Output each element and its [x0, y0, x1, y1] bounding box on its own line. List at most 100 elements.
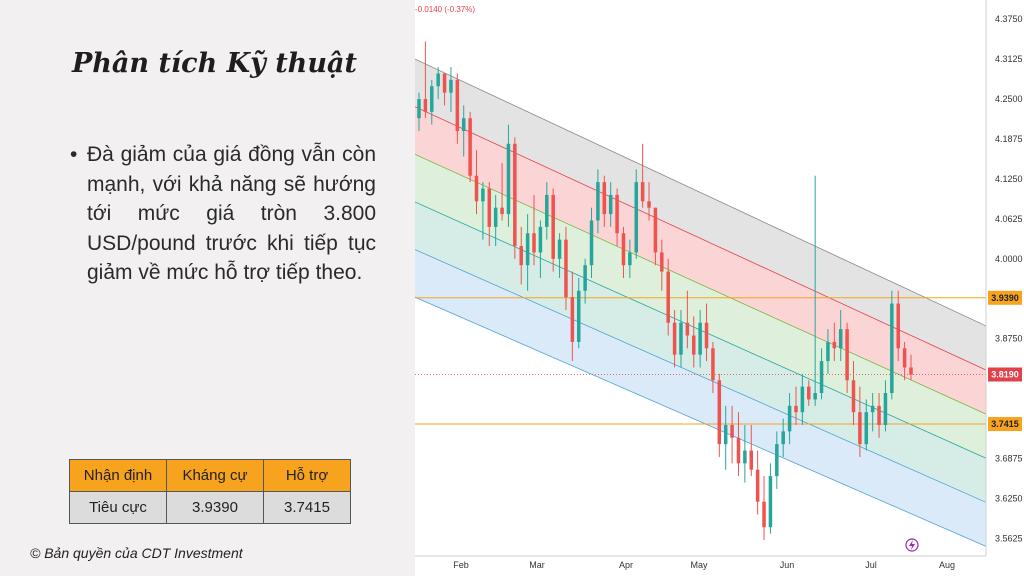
lightning-icon[interactable] [905, 538, 919, 552]
price-tick-label: 3.8750 [995, 334, 1023, 344]
candle-body [851, 380, 856, 413]
candle-body [532, 233, 536, 253]
candle-body [436, 73, 440, 87]
candle-body [736, 437, 741, 464]
channel-line [415, 249, 987, 503]
candle-body [500, 207, 504, 215]
header-support: Hỗ trợ [263, 459, 351, 492]
candle-body [768, 476, 773, 528]
time-tick-label: Jun [780, 560, 795, 570]
price-tick-label: 4.2500 [995, 94, 1023, 104]
candle-body [672, 322, 677, 355]
candle-body [538, 226, 543, 253]
candle-body [660, 252, 664, 272]
candle-body [513, 143, 517, 247]
time-tick-label: Mar [529, 560, 545, 570]
candle-body [647, 201, 651, 208]
channel-band [415, 106, 986, 415]
candle-body [461, 118, 466, 132]
candle-body [493, 207, 498, 227]
summary-table: Nhận định Kháng cự Hỗ trợ Tiêu cực 3.939… [69, 459, 351, 524]
time-tick-label: May [690, 560, 708, 570]
support-value: 3.7415 [263, 491, 351, 524]
candle-body [787, 405, 792, 432]
time-tick-label: Feb [453, 560, 469, 570]
candle-body [417, 99, 421, 119]
price-tick-label: 4.3125 [995, 54, 1023, 64]
candle-body [794, 405, 798, 413]
summary-header-row: Nhận định Kháng cự Hỗ trợ [69, 459, 351, 492]
price-axis[interactable]: 4.3750 4.3125 4.2500 4.1875 4.1250 4.0625 4.00… [995, 14, 1023, 543]
candle-body [870, 405, 875, 413]
candle-body [711, 348, 715, 381]
price-tags: 3.9390 3.7415 3.8190 [988, 290, 1022, 432]
candle-body [666, 271, 670, 323]
candle-body [487, 188, 492, 227]
candle-body [474, 175, 479, 202]
candle-body [864, 412, 869, 445]
candle-body [564, 239, 568, 298]
bullet-dot-icon: • [70, 143, 78, 166]
chart-canvas[interactable]: 4.3750 4.3125 4.2500 4.1875 4.1250 4.0625 4.00… [415, 0, 1024, 576]
price-tag-box [988, 367, 1022, 382]
candle-body [896, 303, 900, 349]
candle-body [743, 450, 747, 464]
time-tick-label: Aug [939, 560, 955, 570]
candle-body [819, 361, 824, 394]
candle-body [698, 322, 702, 355]
price-tick-label: 4.1250 [995, 174, 1023, 184]
candle-body [704, 322, 709, 349]
candle-body [653, 207, 658, 253]
time-tick-label: Apr [619, 560, 633, 570]
candle-body [838, 329, 843, 349]
candle-body [519, 246, 523, 266]
candle-body [691, 335, 696, 355]
price-change-text: -0.0140 (-0.37%) [415, 5, 475, 14]
candle-body [877, 405, 881, 425]
candle-body [807, 386, 811, 400]
level-lines [415, 297, 986, 425]
channel-line [415, 58, 987, 327]
summary-value-row: Tiêu cực 3.9390 3.7415 [69, 491, 351, 524]
candle-body [525, 233, 530, 266]
text-panel: Phân tích Kỹ thuật • Đà giảm của giá đồn… [0, 0, 415, 576]
candle-body [902, 348, 907, 368]
candle-body [468, 118, 472, 176]
price-tag-box [988, 290, 1022, 305]
outlook-value: Tiêu cực [69, 491, 167, 524]
candle-body [608, 194, 613, 215]
candle-body [883, 393, 888, 425]
candle-body [749, 450, 754, 470]
candle-body [481, 188, 485, 202]
candle-body [909, 367, 913, 375]
candle-body [832, 341, 837, 349]
time-axis[interactable]: Feb Mar Apr May Jun Jul Aug [453, 560, 955, 570]
candle-body [634, 182, 639, 253]
candle-body [755, 469, 760, 502]
candle-body [640, 182, 645, 202]
candle-body [679, 322, 683, 355]
header-outlook: Nhận định [69, 459, 167, 492]
candle-body [442, 73, 447, 93]
candle-body [596, 182, 600, 221]
price-tag-label: 3.9390 [991, 293, 1019, 303]
channel-band [415, 154, 986, 459]
price-tag-label: 3.8190 [991, 370, 1019, 380]
slide-title: Phân tích Kỹ thuật [72, 48, 357, 79]
channel-line [415, 296, 987, 547]
candle-body [583, 265, 587, 291]
price-chart[interactable]: 4.3750 4.3125 4.2500 4.1875 4.1250 4.0625 4.00… [415, 0, 1024, 576]
analysis-text: Đà giảm của giá đồng vẫn còn mạnh, với k… [87, 143, 376, 284]
candle-body [845, 329, 849, 381]
candle-body [589, 220, 594, 266]
candle-body [813, 393, 817, 400]
price-tag-box [988, 417, 1022, 432]
candle-body [858, 412, 862, 445]
price-tick-label: 3.6875 [995, 454, 1023, 464]
candle-body [570, 297, 575, 342]
price-tick-label: 4.1875 [995, 134, 1023, 144]
price-tick-label: 4.3750 [995, 14, 1023, 24]
candle-body [576, 290, 581, 342]
candle-body [762, 501, 766, 528]
candle-body [455, 79, 460, 132]
